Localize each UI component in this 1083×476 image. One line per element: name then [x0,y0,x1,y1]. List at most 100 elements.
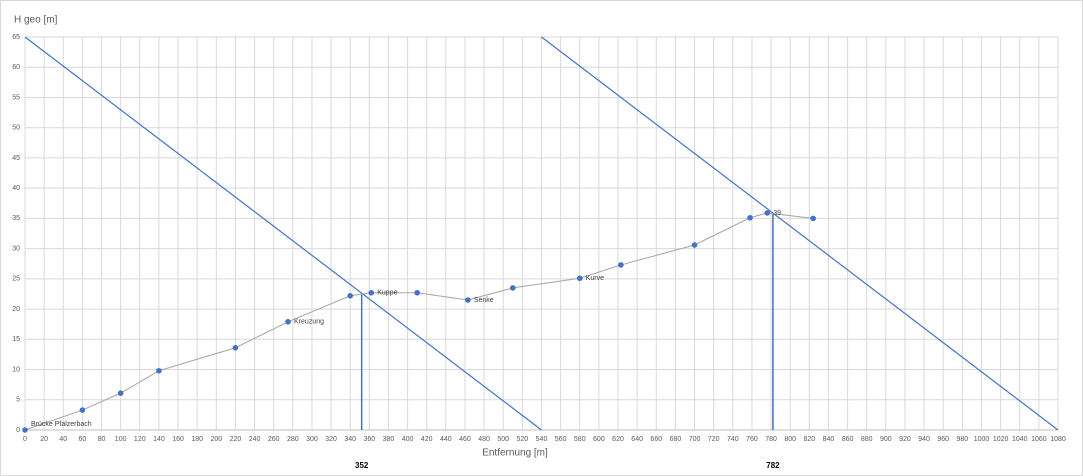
x-tick-label: 520 [517,436,529,443]
x-tick-label: 320 [325,436,337,443]
x-tick-label: 1040 [1012,436,1028,443]
x-tick-label: 420 [421,436,433,443]
x-tick-label: 160 [172,436,184,443]
y-tick-label: 15 [12,336,20,343]
data-point [79,407,86,413]
data-point [232,344,239,351]
data-point [285,318,291,325]
data-point [368,289,375,296]
y-axis-title: H geo [m] [14,15,58,26]
y-tick-label: 35 [12,215,20,222]
data-point [691,242,698,248]
y-tick-label: 10 [12,366,20,373]
x-tick-label: 700 [689,436,701,443]
x-tick-label: 720 [708,436,720,443]
data-point [576,275,583,282]
x-tick-label: 80 [98,436,106,443]
y-tick-label: 50 [12,125,20,132]
x-tick-label: 200 [210,436,222,443]
point-label: Kuppe [377,290,397,297]
data-point [810,215,816,222]
y-tick-label: 5 [16,397,20,404]
intersection-label: 782 [766,461,780,470]
x-tick-label: 0 [23,436,27,443]
x-tick-label: 440 [440,436,452,443]
x-tick-label: 980 [957,436,969,443]
x-tick-label: 840 [823,436,835,443]
x-tick-label: 460 [459,436,471,443]
x-tick-label: 60 [78,436,86,443]
limit-line [541,36,1059,431]
x-tick-label: 100 [115,436,127,443]
point-label: Kreuzung [294,319,324,326]
data-point [465,297,471,303]
x-tick-label: 380 [383,436,395,443]
data-point [347,292,354,299]
x-tick-label: 40 [59,436,67,443]
x-tick-label: 300 [306,436,318,443]
data-point [117,390,124,396]
y-tick-label: 20 [12,306,20,313]
x-tick-label: 900 [880,436,892,443]
y-tick-label: 55 [12,94,20,101]
x-tick-label: 120 [134,436,146,443]
x-tick-label: 1000 [974,436,990,443]
x-tick-label: 860 [842,436,854,443]
x-tick-label: 500 [497,436,509,443]
data-point [618,262,624,268]
x-tick-label: 1060 [1031,436,1047,443]
data-point [156,367,162,374]
x-tick-label: 620 [612,436,624,443]
x-tick-label: 600 [593,436,605,443]
x-tick-label: 660 [650,436,662,443]
x-tick-label: 260 [268,436,280,443]
x-axis-title: Entfernung [m] [482,448,548,459]
intersection-label: 352 [355,461,369,470]
x-tick-label: 920 [899,436,911,443]
data-point [414,289,420,296]
x-tick-label: 20 [40,436,48,443]
y-tick-label: 60 [12,64,20,71]
x-tick-label: 180 [191,436,203,443]
x-tick-label: 340 [344,436,356,443]
x-tick-label: 240 [249,436,261,443]
x-tick-label: 140 [153,436,165,443]
x-tick-label: 640 [631,436,643,443]
x-tick-label: 560 [555,436,567,443]
x-tick-label: 360 [363,436,375,443]
data-point [22,427,28,433]
y-tick-label: 45 [12,155,20,162]
point-label: Kurve [586,275,604,282]
point-label: 39 [773,210,781,217]
x-tick-label: 1020 [993,436,1009,443]
x-tick-label: 680 [670,436,682,443]
y-tick-label: 65 [12,34,20,41]
point-label: Senke [474,297,494,304]
x-tick-label: 880 [861,436,873,443]
x-tick-label: 580 [574,436,586,443]
x-tick-label: 960 [937,436,949,443]
data-point [747,214,753,221]
y-tick-label: 40 [12,185,20,192]
x-tick-label: 760 [746,436,758,443]
x-tick-label: 540 [536,436,548,443]
x-tick-label: 800 [784,436,796,443]
x-tick-label: 940 [918,436,930,443]
x-tick-label: 400 [402,436,414,443]
y-tick-label: 0 [16,427,20,434]
y-tick-label: 30 [12,245,20,252]
point-label: Brücke Pfalzerbach [31,421,92,428]
data-point [510,285,516,291]
x-tick-label: 780 [765,436,777,443]
x-tick-label: 820 [803,436,815,443]
x-tick-label: 220 [230,436,242,443]
x-tick-label: 740 [727,436,739,443]
limit-line [24,36,542,431]
x-tick-label: 1080 [1050,436,1066,443]
x-tick-label: 280 [287,436,299,443]
x-tick-label: 480 [478,436,490,443]
data-point [764,210,771,216]
y-tick-label: 25 [12,276,20,283]
